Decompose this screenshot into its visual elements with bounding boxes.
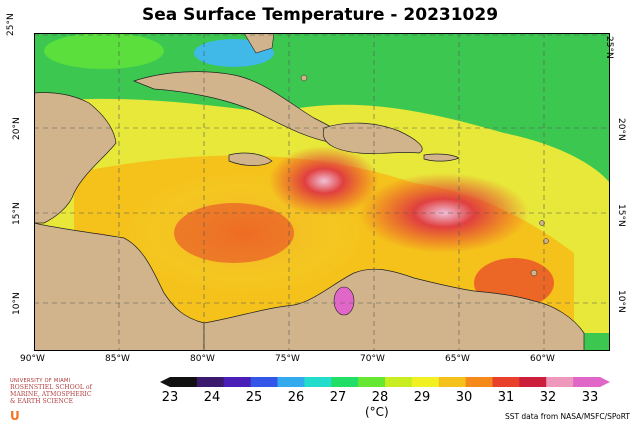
lat-tick: 10°N (616, 290, 626, 313)
land-puerto-rico (423, 153, 460, 162)
land-yucatan (34, 92, 117, 224)
colorbar-unit: (°C) (365, 405, 389, 419)
lake-maracaibo (333, 286, 355, 316)
map-canvas (34, 33, 610, 351)
colorbar-extend-low (160, 377, 170, 387)
colorbar-segment (304, 377, 332, 387)
colorbar-label: 31 (497, 390, 515, 405)
colorbar-segment (519, 377, 547, 387)
hot-core-jamaica (269, 146, 379, 216)
land-jamaica (228, 152, 273, 166)
land-trinidad (530, 269, 538, 277)
colorbar-segment (170, 377, 198, 387)
colorbar-segment (385, 377, 413, 387)
lon-tick: 85°W (105, 354, 130, 364)
colorbar (160, 377, 610, 387)
colorbar-label: 27 (329, 390, 347, 405)
logo-school-line: MARINE, ATMOSPHERIC (10, 391, 92, 398)
lon-tick: 80°W (190, 354, 215, 364)
lon-tick: 75°W (275, 354, 300, 364)
lon-axis: 90°W 85°W 80°W 75°W 70°W 65°W 60°W (0, 354, 640, 366)
lat-tick: 20°N (616, 118, 626, 141)
land-bahamas (300, 74, 308, 82)
lat-tick: 20°N (12, 117, 22, 140)
colorbar-segment (196, 377, 225, 387)
um-logo-icon: U (10, 409, 20, 423)
rsmas-logo: UNIVERSITY OF MIAMI ROSENSTIEL SCHOOL of… (10, 378, 120, 423)
colorbar-segment (277, 377, 305, 387)
colorbar-label: 29 (413, 390, 431, 405)
lon-tick: 65°W (445, 354, 470, 364)
colorbar-segment (546, 377, 574, 387)
colorbar-segment (465, 377, 493, 387)
colorbar-label: 28 (371, 390, 389, 405)
map-frame (34, 33, 610, 351)
lat-tick: 25°N (604, 36, 614, 59)
colorbar-label: 30 (455, 390, 473, 405)
colorbar-segment (223, 377, 252, 387)
hot-core-central (174, 203, 294, 263)
colorbar-gradient (160, 377, 610, 387)
logo-school-line: ROSENSTIEL SCHOOL of (10, 384, 92, 391)
colorbar-segment (438, 377, 467, 387)
map-title: Sea Surface Temperature - 20231029 (141, 5, 499, 25)
land-lesser-antilles (543, 238, 549, 244)
lon-tick: 60°W (530, 354, 555, 364)
colorbar-label: 24 (203, 390, 221, 405)
data-credit: SST data from NASA/MSFC/SPoRT (504, 412, 630, 421)
lat-tick: 15°N (12, 202, 22, 225)
colorbar-segment (250, 377, 278, 387)
gulf-cool-water (44, 33, 164, 69)
colorbar-segment (573, 377, 601, 387)
land-hispaniola (322, 122, 423, 154)
lat-tick: 25°N (6, 13, 16, 36)
lon-tick: 90°W (20, 354, 45, 364)
logo-university: UNIVERSITY OF MIAMI (10, 378, 71, 384)
land-lesser-antilles (539, 220, 545, 226)
colorbar-label: 33 (581, 390, 599, 405)
colorbar-label: 23 (161, 390, 179, 405)
colorbar-segment (492, 377, 520, 387)
colorbar-segment (331, 377, 359, 387)
sst-map (34, 33, 610, 351)
lon-tick: 70°W (360, 354, 385, 364)
lat-tick: 10°N (12, 292, 22, 315)
logo-school-line: & EARTH SCIENCE (10, 398, 74, 405)
colorbar-label: 26 (287, 390, 305, 405)
colorbar-label: 25 (245, 390, 263, 405)
lat-tick: 15°N (616, 204, 626, 227)
land-florida (243, 33, 275, 54)
colorbar-extend-high (600, 377, 610, 387)
colorbar-segment (411, 377, 440, 387)
colorbar-label: 32 (539, 390, 557, 405)
colorbar-segment (358, 377, 386, 387)
graticule (34, 33, 610, 351)
